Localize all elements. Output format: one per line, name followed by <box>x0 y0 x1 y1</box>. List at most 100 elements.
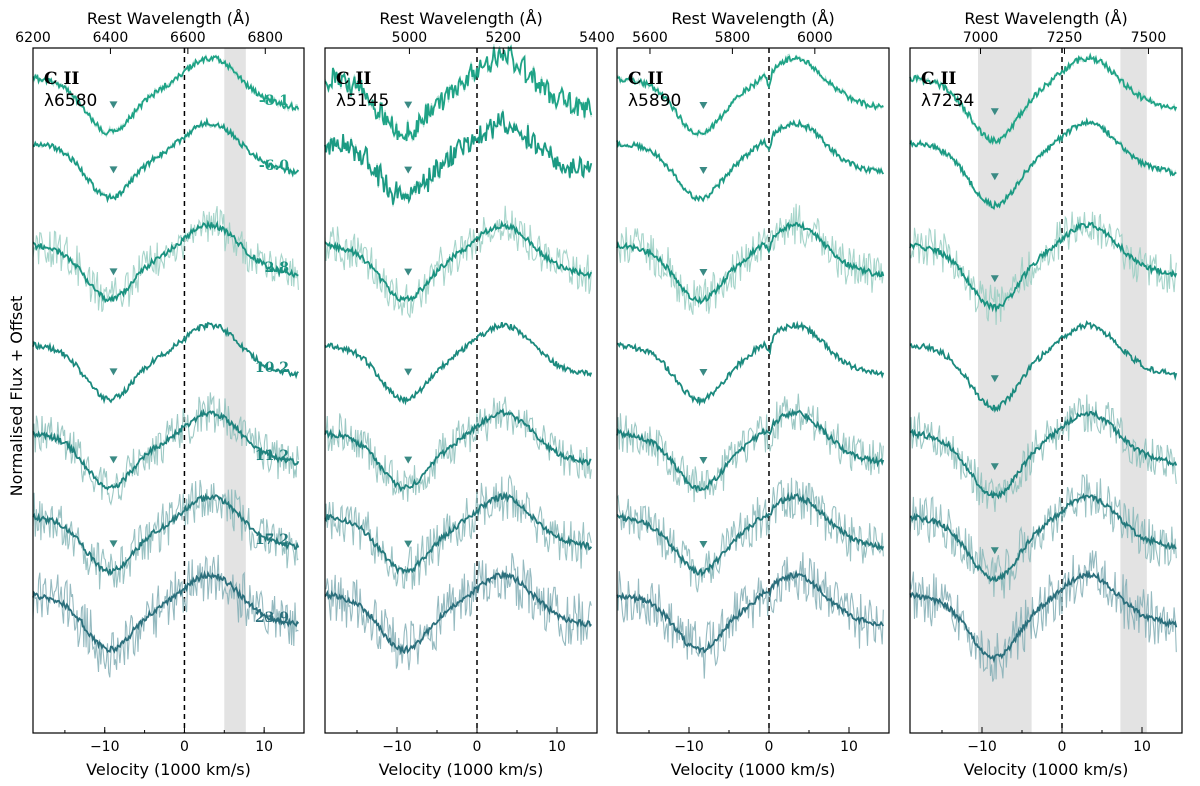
spectrum-epoch-10.2 <box>32 321 299 405</box>
top-tick-label: 5000 <box>392 30 428 46</box>
spectrum-epoch-2.8 <box>324 219 593 303</box>
epoch-label: 23.9 <box>255 610 289 626</box>
spectrum-epoch-10.2 <box>909 319 1178 413</box>
velocity-marker <box>699 102 708 110</box>
epoch-label: -6.0 <box>259 158 289 174</box>
velocity-marker <box>109 101 118 109</box>
spectrum-epoch--6.0 <box>909 116 1177 210</box>
velocity-marker <box>699 167 708 175</box>
x-tick-label: 0 <box>180 739 189 755</box>
top-tick-label: 7500 <box>1131 30 1167 46</box>
top-tick-label: 6800 <box>247 30 283 46</box>
x-tick-label: −10 <box>382 739 412 755</box>
top-tick-label: 6600 <box>170 30 206 46</box>
epoch-label: 11.2 <box>255 448 289 464</box>
spectrum-epoch-17.2 <box>32 492 300 577</box>
panel-4: Rest Wavelength (Å) Velocity (1000 km/s)… <box>909 9 1183 779</box>
velocity-marker <box>990 375 999 383</box>
epoch-label: -8.1 <box>259 93 289 109</box>
top-tick-label: 5200 <box>485 30 521 46</box>
spectrum-epoch--6.0 <box>324 111 593 205</box>
spectrum-noise-epoch-17.2 <box>909 474 1177 599</box>
top-tick-label: 6200 <box>15 30 51 46</box>
top-tick-label: 6000 <box>797 30 833 46</box>
spectrum-epoch-23.9 <box>324 569 592 655</box>
velocity-marker <box>404 456 413 464</box>
top-tick-label: 7250 <box>1047 30 1083 46</box>
line-label: λ5145 <box>336 91 389 111</box>
velocity-marker <box>990 547 999 555</box>
spectrum-noise-epoch-2.8 <box>909 211 1177 325</box>
top-tick-label: 5600 <box>632 30 668 46</box>
spectrum-noise-epoch-23.9 <box>616 552 884 679</box>
line-label: λ5890 <box>628 91 681 111</box>
spectrum-epoch--6.0 <box>616 118 885 203</box>
top-axis-label: Rest Wavelength (Å) <box>379 9 542 28</box>
x-tick-label: −10 <box>90 739 120 755</box>
spectrum-epoch-11.2 <box>32 408 300 491</box>
spectrum-epoch-23.9 <box>616 569 885 655</box>
line-label: λ7234 <box>921 91 974 111</box>
telluric-shade-1 <box>978 48 1032 733</box>
top-axis-label: Rest Wavelength (Å) <box>964 9 1127 28</box>
epoch-label: 10.2 <box>255 360 289 376</box>
axes-frame <box>324 47 598 734</box>
axes-frame <box>616 47 890 734</box>
velocity-marker <box>109 540 118 548</box>
ion-label: C II <box>921 69 956 89</box>
x-tick-label: 10 <box>1133 739 1151 755</box>
axes-frame <box>32 47 305 734</box>
bottom-axis-label: Velocity (1000 km/s) <box>379 760 544 779</box>
x-tick-label: 10 <box>255 739 273 755</box>
velocity-marker <box>699 269 708 277</box>
velocity-marker <box>404 166 413 174</box>
spectrum-noise-epoch-11.2 <box>32 392 299 506</box>
axes-frame <box>909 47 1183 734</box>
spectrum-noise-epoch-17.2 <box>32 479 299 590</box>
ion-label: C II <box>628 69 663 89</box>
top-tick-label: 7000 <box>963 30 999 46</box>
top-axis-label: Rest Wavelength (Å) <box>87 9 250 28</box>
velocity-marker <box>404 368 413 376</box>
velocity-marker <box>699 369 708 377</box>
spectrum-noise-epoch-17.2 <box>616 477 884 593</box>
velocity-marker <box>990 108 999 116</box>
top-axis-label: Rest Wavelength (Å) <box>671 9 834 28</box>
spectrum-epoch-2.8 <box>616 220 885 305</box>
spectrum-epoch--6.0 <box>32 116 300 204</box>
velocity-marker <box>699 541 708 549</box>
spectrum-noise-epoch-2.8 <box>616 203 884 315</box>
epoch-label: 2.8 <box>265 260 289 276</box>
velocity-marker <box>404 540 413 548</box>
spectrum-epoch-11.2 <box>324 408 592 493</box>
panel-1: Rest Wavelength (Å) Velocity (1000 km/s)… <box>15 9 305 779</box>
epoch-label: 17.2 <box>255 532 289 548</box>
bottom-axis-label: Velocity (1000 km/s) <box>86 760 251 779</box>
velocity-marker <box>404 268 413 276</box>
x-tick-label: 10 <box>840 739 858 755</box>
velocity-marker <box>699 457 708 465</box>
ion-label: C II <box>44 69 79 89</box>
spectrum-noise-epoch--6.0 <box>616 119 884 203</box>
spectrum-epoch--8.1 <box>324 44 593 142</box>
x-tick-label: 0 <box>765 739 774 755</box>
ion-label: C II <box>336 69 371 89</box>
telluric-shade-1 <box>224 48 246 733</box>
y-axis-label: Normalised Flux + Offset <box>7 296 26 497</box>
spectrum-epoch-17.2 <box>324 491 593 575</box>
x-tick-label: 0 <box>473 739 482 755</box>
spectrum-epoch-10.2 <box>324 321 593 406</box>
line-label: λ6580 <box>44 91 97 111</box>
spectrum-epoch-17.2 <box>616 491 885 577</box>
spectrum-epoch-11.2 <box>909 409 1178 500</box>
velocity-marker <box>990 275 999 283</box>
spectrum-epoch-10.2 <box>616 320 885 407</box>
x-tick-label: 0 <box>1058 739 1067 755</box>
velocity-marker <box>404 101 413 109</box>
bottom-axis-label: Velocity (1000 km/s) <box>964 760 1129 779</box>
spectrum-epoch--8.1 <box>909 52 1178 146</box>
spectrum-epoch-11.2 <box>616 408 885 493</box>
velocity-marker <box>109 368 118 376</box>
top-tick-label: 5800 <box>715 30 751 46</box>
